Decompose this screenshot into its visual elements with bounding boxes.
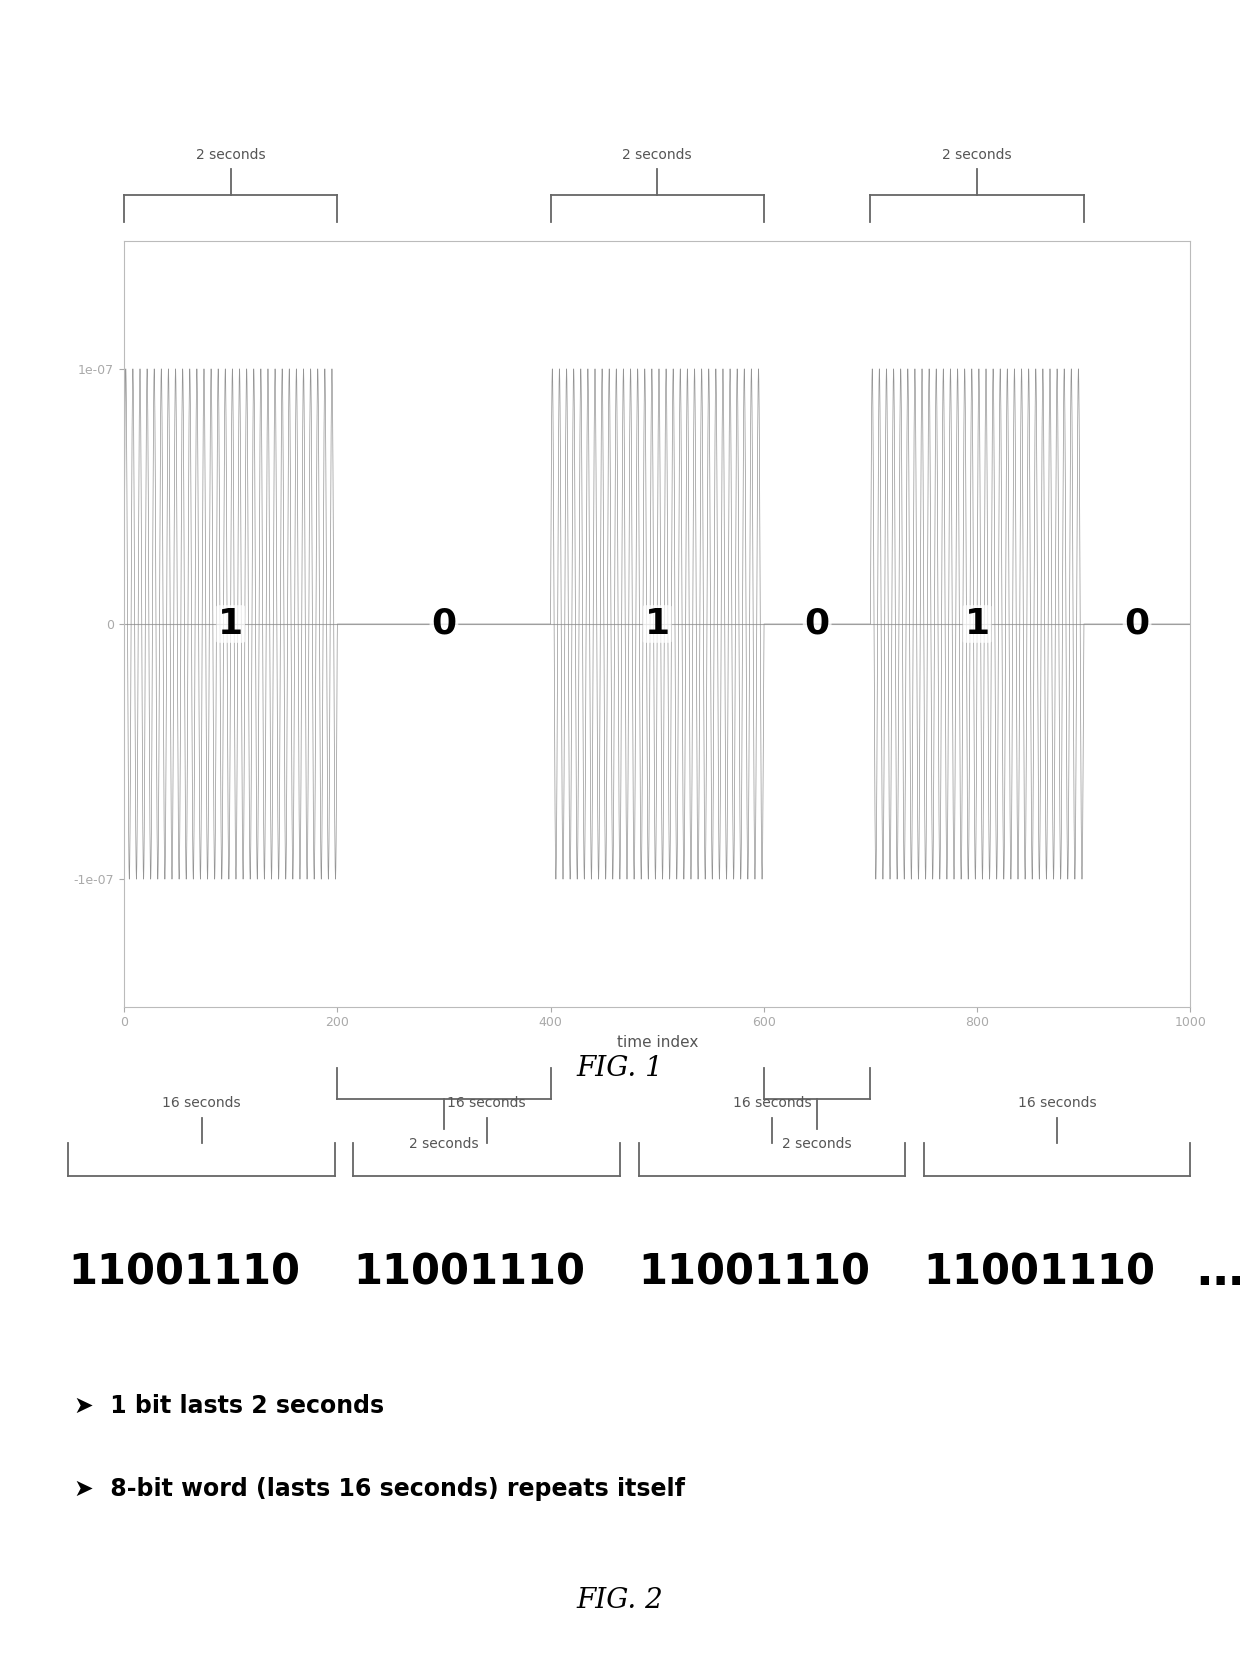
Text: 2 seconds: 2 seconds bbox=[782, 1137, 852, 1151]
Text: 1: 1 bbox=[965, 607, 990, 641]
Text: ➤  1 bit lasts 2 seconds: ➤ 1 bit lasts 2 seconds bbox=[74, 1394, 384, 1418]
Text: 16 seconds: 16 seconds bbox=[733, 1097, 811, 1110]
Text: 2 seconds: 2 seconds bbox=[622, 148, 692, 163]
X-axis label: time index: time index bbox=[616, 1035, 698, 1050]
Text: 16 seconds: 16 seconds bbox=[1018, 1097, 1096, 1110]
Text: 2 seconds: 2 seconds bbox=[196, 148, 265, 163]
Text: 2 seconds: 2 seconds bbox=[942, 148, 1012, 163]
Text: 16 seconds: 16 seconds bbox=[162, 1097, 241, 1110]
Text: FIG. 2: FIG. 2 bbox=[577, 1587, 663, 1614]
Text: 0: 0 bbox=[432, 607, 456, 641]
Text: FIG. 1: FIG. 1 bbox=[577, 1055, 663, 1082]
Text: 11001110: 11001110 bbox=[68, 1251, 300, 1295]
Text: 16 seconds: 16 seconds bbox=[448, 1097, 526, 1110]
Text: 11001110: 11001110 bbox=[924, 1251, 1156, 1295]
Text: 0: 0 bbox=[1125, 607, 1149, 641]
Text: …: … bbox=[1197, 1250, 1240, 1296]
Text: 11001110: 11001110 bbox=[353, 1251, 585, 1295]
Text: 1: 1 bbox=[218, 607, 243, 641]
Text: 0: 0 bbox=[805, 607, 830, 641]
Text: ➤  8-bit word (lasts 16 seconds) repeats itself: ➤ 8-bit word (lasts 16 seconds) repeats … bbox=[74, 1478, 686, 1501]
Text: 11001110: 11001110 bbox=[639, 1251, 870, 1295]
Text: 1: 1 bbox=[645, 607, 670, 641]
Text: 2 seconds: 2 seconds bbox=[409, 1137, 479, 1151]
